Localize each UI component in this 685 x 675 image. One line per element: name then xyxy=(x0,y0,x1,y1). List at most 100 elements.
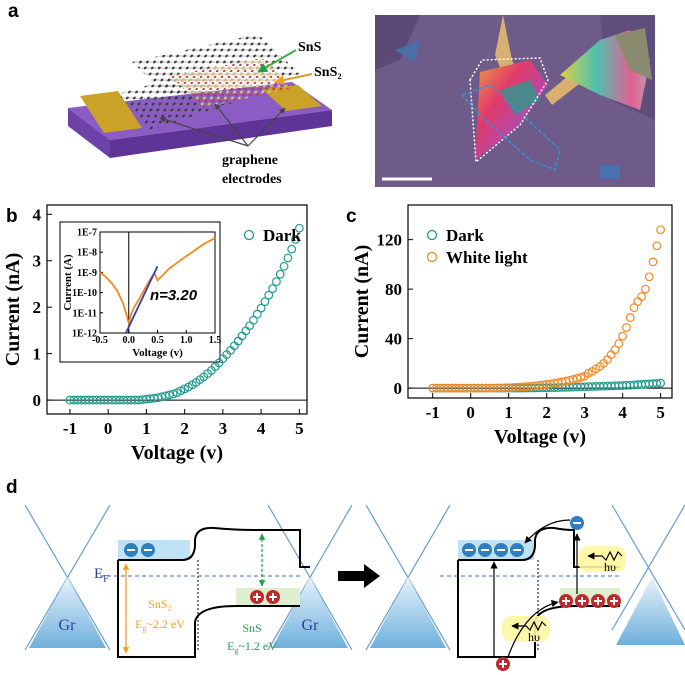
bandgap-sub: g xyxy=(142,624,146,633)
inset-y-tick-label: 1E-12 xyxy=(72,329,97,340)
data-point xyxy=(275,269,285,279)
x-axis-label: Voltage (v) xyxy=(131,442,223,464)
data-point xyxy=(164,390,174,400)
panel-label: b xyxy=(6,206,18,227)
fermi-label-sub: F xyxy=(103,574,109,585)
x-tick-label: 3 xyxy=(580,403,589,422)
bandgap-value: ~1.2 eV xyxy=(238,639,277,653)
inset-x-tick-label: 1.5 xyxy=(209,335,222,346)
data-point xyxy=(576,372,586,382)
x-tick-label: 4 xyxy=(618,403,627,422)
plot-frame xyxy=(407,204,673,399)
legend-marker xyxy=(243,229,255,241)
x-tick-label: 0 xyxy=(104,419,113,438)
data-point xyxy=(629,303,639,313)
data-point xyxy=(610,345,620,355)
x-tick-label: -1 xyxy=(426,403,440,422)
data-point xyxy=(287,244,297,254)
electrode-label: graphene xyxy=(222,153,278,168)
inset-line xyxy=(99,237,216,327)
y-tick-label: 0 xyxy=(33,391,42,410)
data-point xyxy=(272,277,281,287)
bandgap-label: Eg~2.2 eV xyxy=(135,617,185,633)
y-tick-label: 0 xyxy=(394,379,403,398)
inset-y-tick-label: 1E-11 xyxy=(73,308,97,319)
material-label: SnS xyxy=(242,621,261,635)
inset-x-tick-label: -0.5 xyxy=(92,335,108,346)
data-point xyxy=(652,241,662,251)
y-tick-label: 80 xyxy=(385,280,402,299)
data-point xyxy=(652,379,662,388)
data-point xyxy=(249,315,258,325)
bandgap-value: ~2.2 eV xyxy=(146,617,185,631)
photon-label: hυ xyxy=(604,560,616,574)
data-point xyxy=(264,290,274,300)
data-point xyxy=(633,297,643,306)
data-point xyxy=(637,292,647,301)
fermi-label: EF xyxy=(94,566,109,585)
data-point xyxy=(268,284,277,294)
x-tick-label: 0 xyxy=(466,403,475,422)
data-point xyxy=(622,323,631,332)
data-point xyxy=(614,339,624,348)
data-point xyxy=(648,257,658,267)
inset-x-tick-label: 0.5 xyxy=(151,335,164,346)
inset-line xyxy=(125,265,159,334)
y-tick-label: 3 xyxy=(33,252,42,271)
inset-x-label: Voltage (v) xyxy=(132,347,183,359)
fermi-label-main: E xyxy=(94,566,103,582)
data-point xyxy=(279,261,289,271)
legend-marker xyxy=(426,229,438,241)
inset-y-tick-label: 1E-8 xyxy=(77,248,97,259)
x-tick-label: 5 xyxy=(295,419,304,438)
legend-label: Dark xyxy=(446,226,484,245)
legend-label: White light xyxy=(446,248,528,267)
bandgap-label: Eg~1.2 eV xyxy=(227,639,277,655)
y-axis-label: Current (nA) xyxy=(2,253,24,367)
electrode-label: electrodes xyxy=(222,172,282,187)
inset-y-tick-label: 1E-7 xyxy=(77,228,97,239)
photon-label: hυ xyxy=(528,630,540,644)
data-point xyxy=(241,326,251,336)
y-tick-label: 2 xyxy=(33,298,42,317)
band-diagram: Gr Gr EF SnS₂ Eg~2.2 eV SnS Eg~1.2 eV hυ… xyxy=(24,504,685,671)
bandgap-main: E xyxy=(227,639,234,653)
inset-x-tick-label: 0.0 xyxy=(123,335,136,346)
panel-label: d xyxy=(6,477,18,498)
inset-x-tick-label: 1.0 xyxy=(180,335,193,346)
bandgap-sub: g xyxy=(234,646,238,655)
x-tick-label: 2 xyxy=(542,403,551,422)
y-axis-label: Current (nA) xyxy=(351,245,373,359)
graphene-label: Gr xyxy=(302,617,320,634)
data-point xyxy=(294,223,304,233)
x-tick-label: 1 xyxy=(142,419,151,438)
panel-label: c xyxy=(346,206,357,227)
data-point xyxy=(245,321,255,331)
y-tick-label: 40 xyxy=(385,330,402,349)
data-point xyxy=(283,253,293,263)
data-point xyxy=(256,303,266,313)
x-tick-label: 3 xyxy=(219,419,228,438)
y-tick-label: 4 xyxy=(33,205,42,224)
panel-label: a xyxy=(8,1,19,22)
data-point xyxy=(252,309,262,319)
x-tick-label: 4 xyxy=(257,419,266,438)
y-tick-label: 1 xyxy=(33,345,42,364)
data-point xyxy=(641,284,650,294)
legend-label: Dark xyxy=(263,226,301,245)
x-axis-label: Voltage (v) xyxy=(494,426,586,448)
bandgap-main: E xyxy=(135,617,142,631)
material-label: SnS₂ xyxy=(148,597,172,611)
device-illustration: SnS SnS₂ graphene electrodes xyxy=(68,34,342,187)
data-point xyxy=(291,234,300,244)
x-tick-label: 5 xyxy=(656,403,665,422)
micrograph xyxy=(375,15,655,187)
data-point xyxy=(656,225,666,235)
data-point xyxy=(618,331,628,341)
y-tick-label: 120 xyxy=(377,231,403,250)
inset-frame xyxy=(59,221,221,363)
x-tick-label: 2 xyxy=(180,419,189,438)
data-point xyxy=(168,389,178,399)
data-point xyxy=(260,297,270,307)
